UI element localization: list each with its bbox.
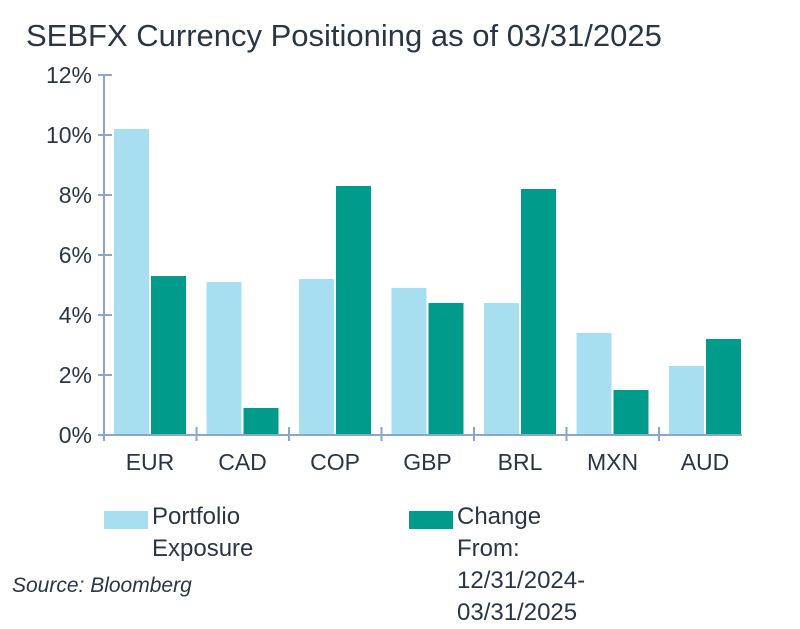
- bar-cad-change: [243, 408, 279, 435]
- bar-aud-portfolio-exposure: [669, 366, 704, 435]
- bar-eur-portfolio-exposure: [114, 129, 149, 435]
- chart-title: SEBFX Currency Positioning as of 03/31/2…: [26, 18, 662, 53]
- x-tick-label: MXN: [587, 449, 638, 475]
- bars-layer: [114, 129, 741, 435]
- x-tick-label: GBP: [403, 449, 452, 475]
- y-tick-label: 6%: [59, 242, 92, 268]
- source-note: Source: Bloomberg: [12, 574, 192, 597]
- y-tick-label: 0%: [59, 422, 92, 448]
- legend-swatch-portfolio-exposure: [104, 511, 148, 529]
- legend-label-portfolio-exposure: Portfolio Exposure: [152, 503, 254, 562]
- x-tick-label: BRL: [498, 449, 543, 475]
- bar-mxn-portfolio-exposure: [576, 333, 612, 435]
- y-tick-label: 12%: [46, 62, 92, 88]
- bar-cad-portfolio-exposure: [206, 282, 242, 435]
- bar-gbp-change: [428, 303, 464, 435]
- legend-swatch-change: [409, 511, 453, 529]
- y-tick-label: 4%: [59, 302, 92, 328]
- bar-aud-change: [706, 339, 741, 435]
- bar-cop-portfolio-exposure: [299, 279, 334, 435]
- bar-mxn-change: [613, 390, 649, 435]
- bar-brl-portfolio-exposure: [484, 303, 519, 435]
- legend-label-change: Change From: 12/31/2024-03/31/2025: [457, 503, 586, 626]
- x-tick-label: COP: [310, 449, 360, 475]
- x-tick-label: EUR: [126, 449, 175, 475]
- x-tick-label: CAD: [218, 449, 267, 475]
- y-tick-label: 2%: [59, 362, 92, 388]
- axis-labels: EUR CAD COP GBP BRL MXN AUD 0% 2% 4% 6% 8% 10% 12%: [46, 62, 729, 475]
- y-tick-label: 10%: [46, 122, 92, 148]
- bar-cop-change: [336, 186, 371, 435]
- bar-eur-change: [151, 276, 186, 435]
- y-tick-label: 8%: [59, 182, 92, 208]
- x-tick-label: AUD: [681, 449, 730, 475]
- axes: [98, 74, 742, 441]
- bar-gbp-portfolio-exposure: [391, 288, 427, 435]
- bar-brl-change: [521, 189, 556, 435]
